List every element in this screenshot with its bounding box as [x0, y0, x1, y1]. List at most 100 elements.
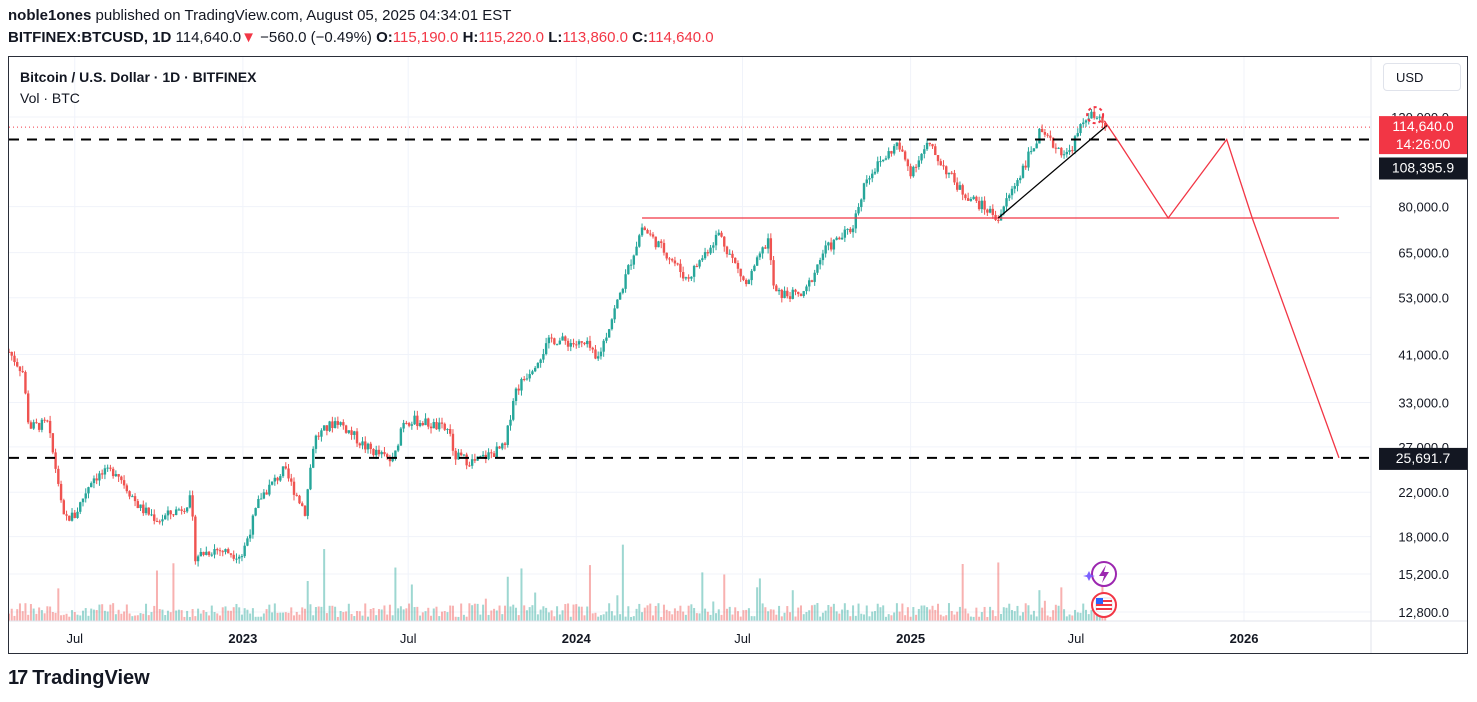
volume-bar: [980, 612, 983, 621]
volume-bar: [145, 603, 148, 621]
volume-bar: [221, 607, 224, 621]
volume-bar: [742, 610, 745, 621]
volume-bar: [632, 616, 635, 621]
candle-body: [51, 433, 55, 453]
price-chart[interactable]: 120,000.080,000.065,000.053,000.041,000.…: [9, 57, 1468, 654]
volume-bar: [386, 614, 389, 621]
volume-bar: [830, 606, 833, 621]
volume-legend[interactable]: Vol · BTC: [20, 90, 80, 106]
candle-body: [797, 291, 800, 295]
candle-body: [550, 337, 553, 339]
volume-bar: [369, 609, 372, 621]
candle-body: [539, 359, 542, 363]
volume-bar: [767, 611, 770, 621]
candle-body: [528, 374, 531, 379]
volume-bar: [512, 604, 515, 621]
volume-bar: [460, 603, 463, 621]
volume-bar: [868, 616, 871, 621]
symbol-legend[interactable]: Bitcoin / U.S. Dollar · 1D · BITFINEX: [20, 69, 257, 85]
candle-body: [254, 508, 257, 516]
volume-bar: [183, 616, 186, 621]
candle-body: [591, 347, 594, 350]
volume-bar: [994, 616, 997, 621]
candle-body: [657, 241, 660, 248]
time-axis[interactable]: Jul 2023 Jul 2024 Jul 2025 Jul 2026: [66, 631, 1258, 646]
volume-bar: [898, 611, 901, 621]
candle-body: [333, 421, 337, 428]
candle-body: [150, 514, 153, 516]
candle-body: [1098, 116, 1101, 118]
volume-bar: [188, 616, 191, 621]
volume-bar: [668, 611, 671, 621]
price-axis[interactable]: 120,000.080,000.065,000.053,000.041,000.…: [9, 57, 1468, 654]
candle-body: [660, 241, 663, 243]
lightning-event-icon[interactable]: [1083, 561, 1117, 587]
volume-bar: [794, 616, 797, 621]
volume-bar: [580, 606, 583, 621]
candle-body: [583, 342, 586, 345]
volume-bar: [202, 610, 205, 621]
currency-button[interactable]: USD: [1383, 63, 1461, 91]
volume-bar: [523, 605, 526, 621]
candle-body: [301, 503, 304, 506]
candle-body: [292, 481, 296, 495]
volume-bar: [117, 609, 120, 621]
candle-body: [525, 378, 529, 380]
candle-body: [566, 340, 570, 347]
volume-bar: [18, 603, 21, 621]
candle-body: [347, 430, 351, 433]
volume-bar: [251, 608, 254, 621]
candle-body: [569, 343, 572, 347]
volume-bar: [575, 604, 578, 621]
candle-body: [558, 340, 562, 345]
tradingview-logo[interactable]: 17 TradingView: [8, 667, 150, 690]
event-icons[interactable]: [1083, 561, 1117, 618]
author-name[interactable]: noble1ones: [8, 7, 92, 24]
candle-body: [388, 457, 392, 462]
time-axis-label: 2025: [896, 631, 925, 646]
volume-bar: [246, 609, 249, 621]
chart-pane[interactable]: 120,000.080,000.065,000.053,000.041,000.…: [8, 56, 1468, 654]
candle-body: [196, 556, 200, 562]
candle-body: [355, 431, 359, 444]
volume-bar: [457, 616, 460, 621]
candle-body: [871, 173, 874, 179]
volume-bar: [388, 604, 391, 621]
volume-bar: [54, 612, 57, 621]
volume-bar: [1005, 607, 1008, 621]
candle-body: [111, 468, 115, 477]
candle-body: [783, 290, 786, 299]
drawings[interactable]: [9, 106, 1371, 459]
candle-body: [829, 242, 833, 250]
volume-bar: [797, 607, 800, 621]
candle-body: [509, 419, 512, 426]
candle-body: [791, 289, 794, 299]
price-axis-label: 22,000.0: [1398, 485, 1449, 500]
candle-body: [687, 277, 690, 279]
published-text: published on TradingView.com, August 05,…: [91, 7, 512, 24]
volume-bar: [498, 605, 501, 621]
candle-body: [747, 280, 751, 285]
candle-body: [205, 551, 208, 555]
volume-bar: [391, 615, 394, 621]
publish-line: noble1ones published on TradingView.com,…: [8, 7, 511, 24]
candle-body: [723, 236, 726, 247]
candle-body: [317, 435, 320, 437]
candle-body: [725, 246, 729, 255]
candle-body: [523, 378, 526, 380]
candle-body: [679, 263, 682, 273]
volume-bar: [1090, 610, 1093, 621]
candle-body: [128, 491, 131, 497]
volume-bar: [227, 610, 230, 621]
volume-bar: [49, 606, 52, 621]
candle-body: [813, 272, 816, 282]
volume-bar: [1098, 614, 1101, 621]
candle-body: [714, 234, 718, 246]
volume-bar: [383, 605, 386, 621]
us-flag-icon[interactable]: [1091, 592, 1117, 618]
candle-body: [547, 337, 551, 344]
candle-body: [1029, 151, 1033, 153]
volume-bar: [832, 603, 835, 621]
candle-body: [1051, 137, 1055, 148]
candle-body: [257, 499, 260, 509]
